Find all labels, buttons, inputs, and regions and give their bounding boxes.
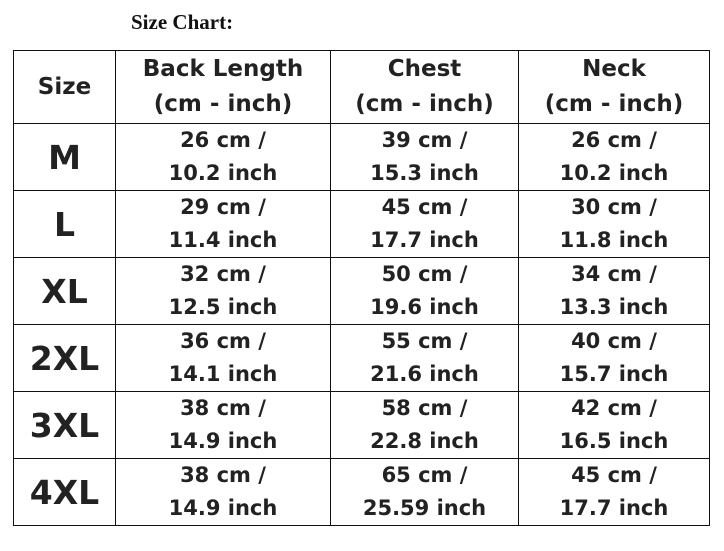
inch-value: 19.6 inch bbox=[370, 295, 479, 319]
chest-cell: 50 cm / 19.6 inch bbox=[330, 257, 519, 325]
size-label: XL bbox=[41, 271, 88, 311]
table-row: XL 32 cm / 12.5 inch 50 cm / 19.6 inch 34 cm … bbox=[13, 257, 710, 325]
header-row: Size Back Length (cm - inch) Chest (cm - i… bbox=[13, 50, 710, 124]
cm-value: 29 cm / bbox=[180, 195, 266, 219]
page-title: Size Chart: bbox=[131, 10, 234, 34]
table-row: L 29 cm / 11.4 inch 45 cm / 17.7 inch 30 cm /… bbox=[13, 190, 710, 258]
neck-cell: 42 cm / 16.5 inch bbox=[518, 391, 710, 459]
inch-value: 21.6 inch bbox=[370, 362, 479, 386]
header-label: Chest bbox=[387, 56, 462, 82]
header-unit: (cm - inch) bbox=[153, 91, 293, 117]
neck-cell: 45 cm / 17.7 inch bbox=[518, 458, 710, 526]
inch-value: 10.2 inch bbox=[168, 161, 278, 185]
cm-value: 65 cm / bbox=[381, 463, 468, 487]
header-size: Size bbox=[13, 50, 116, 124]
size-label: 2XL bbox=[29, 338, 100, 378]
cm-value: 55 cm / bbox=[381, 329, 468, 353]
size-cell: L bbox=[13, 190, 116, 258]
inch-value: 17.7 inch bbox=[370, 228, 479, 252]
inch-value: 25.59 inch bbox=[362, 496, 487, 520]
neck-cell: 30 cm / 11.8 inch bbox=[518, 190, 710, 258]
back-cell: 26 cm / 10.2 inch bbox=[115, 123, 331, 191]
inch-value: 14.9 inch bbox=[168, 496, 278, 520]
header-label: Back Length bbox=[142, 56, 304, 82]
chest-cell: 65 cm / 25.59 inch bbox=[330, 458, 519, 526]
cm-value: 38 cm / bbox=[180, 463, 266, 487]
table-row: M 26 cm / 10.2 inch 39 cm / 15.3 inch 26 cm /… bbox=[13, 123, 710, 191]
back-cell: 36 cm / 14.1 inch bbox=[115, 324, 331, 392]
table-row: 3XL 38 cm / 14.9 inch 58 cm / 22.8 inch 42 cm… bbox=[13, 391, 710, 459]
inch-value: 17.7 inch bbox=[559, 496, 669, 520]
neck-cell: 34 cm / 13.3 inch bbox=[518, 257, 710, 325]
chest-cell: 39 cm / 15.3 inch bbox=[330, 123, 519, 191]
size-label: 4XL bbox=[29, 472, 100, 512]
cm-value: 36 cm / bbox=[180, 329, 266, 353]
inch-value: 11.8 inch bbox=[559, 228, 669, 252]
size-cell: 4XL bbox=[13, 458, 116, 526]
cm-value: 45 cm / bbox=[381, 195, 468, 219]
chest-cell: 45 cm / 17.7 inch bbox=[330, 190, 519, 258]
header-chest: Chest (cm - inch) bbox=[330, 50, 519, 124]
neck-cell: 40 cm / 15.7 inch bbox=[518, 324, 710, 392]
header-unit: (cm - inch) bbox=[544, 91, 684, 117]
cm-value: 30 cm / bbox=[571, 195, 657, 219]
table-row: 2XL 36 cm / 14.1 inch 55 cm / 21.6 inch 40 cm… bbox=[13, 324, 710, 392]
size-cell: 2XL bbox=[13, 324, 116, 392]
inch-value: 12.5 inch bbox=[168, 295, 278, 319]
cm-value: 32 cm / bbox=[180, 262, 266, 286]
inch-value: 16.5 inch bbox=[559, 429, 669, 453]
chest-cell: 58 cm / 22.8 inch bbox=[330, 391, 519, 459]
size-label: 3XL bbox=[29, 405, 100, 445]
back-cell: 38 cm / 14.9 inch bbox=[115, 391, 331, 459]
size-cell: 3XL bbox=[13, 391, 116, 459]
back-cell: 29 cm / 11.4 inch bbox=[115, 190, 331, 258]
inch-value: 11.4 inch bbox=[168, 228, 278, 252]
size-label: M bbox=[48, 137, 81, 177]
cm-value: 40 cm / bbox=[571, 329, 657, 353]
chest-cell: 55 cm / 21.6 inch bbox=[330, 324, 519, 392]
back-cell: 38 cm / 14.9 inch bbox=[115, 458, 331, 526]
neck-cell: 26 cm / 10.2 inch bbox=[518, 123, 710, 191]
inch-value: 15.7 inch bbox=[559, 362, 669, 386]
size-chart-table: Size Back Length (cm - inch) Chest (cm - i… bbox=[13, 50, 710, 526]
header-unit: (cm - inch) bbox=[355, 91, 494, 117]
header-label: Neck bbox=[582, 56, 646, 82]
cm-value: 26 cm / bbox=[571, 128, 657, 152]
cm-value: 58 cm / bbox=[381, 396, 468, 420]
cm-value: 45 cm / bbox=[571, 463, 657, 487]
cm-value: 34 cm / bbox=[571, 262, 657, 286]
cm-value: 42 cm / bbox=[571, 396, 657, 420]
header-back-length: Back Length (cm - inch) bbox=[115, 50, 331, 124]
inch-value: 13.3 inch bbox=[559, 295, 669, 319]
inch-value: 15.3 inch bbox=[370, 161, 479, 185]
cm-value: 39 cm / bbox=[381, 128, 468, 152]
header-neck: Neck (cm - inch) bbox=[518, 50, 710, 124]
cm-value: 50 cm / bbox=[381, 262, 468, 286]
size-cell: M bbox=[13, 123, 116, 191]
inch-value: 14.9 inch bbox=[168, 429, 278, 453]
inch-value: 10.2 inch bbox=[559, 161, 669, 185]
back-cell: 32 cm / 12.5 inch bbox=[115, 257, 331, 325]
cm-value: 26 cm / bbox=[180, 128, 266, 152]
inch-value: 22.8 inch bbox=[370, 429, 479, 453]
table-row: 4XL 38 cm / 14.9 inch 65 cm / 25.59 inch 45 c… bbox=[13, 458, 710, 526]
size-label: L bbox=[53, 204, 76, 244]
inch-value: 14.1 inch bbox=[168, 362, 278, 386]
header-label: Size bbox=[37, 73, 92, 100]
size-cell: XL bbox=[13, 257, 116, 325]
cm-value: 38 cm / bbox=[180, 396, 266, 420]
